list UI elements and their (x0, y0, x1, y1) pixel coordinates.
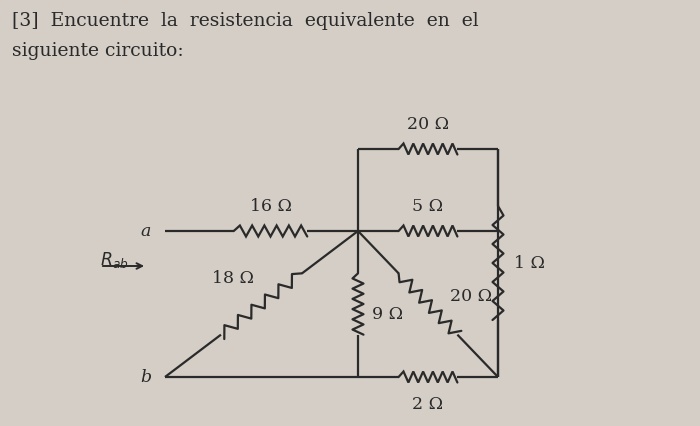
Text: 5 Ω: 5 Ω (412, 198, 444, 215)
Text: 20 Ω: 20 Ω (450, 288, 492, 305)
Text: siguiente circuito:: siguiente circuito: (12, 42, 183, 60)
Text: 20 Ω: 20 Ω (407, 116, 449, 132)
Text: 16 Ω: 16 Ω (250, 198, 291, 215)
Text: b: b (140, 368, 151, 386)
Text: 1 Ω: 1 Ω (514, 255, 545, 272)
Text: $R_{ab}$: $R_{ab}$ (100, 249, 129, 269)
Text: a: a (141, 223, 151, 240)
Text: 2 Ω: 2 Ω (412, 395, 444, 412)
Text: [3]  Encuentre  la  resistencia  equivalente  en  el: [3] Encuentre la resistencia equivalente… (12, 12, 479, 30)
Text: 18 Ω: 18 Ω (211, 269, 253, 286)
Text: 9 Ω: 9 Ω (372, 306, 403, 323)
